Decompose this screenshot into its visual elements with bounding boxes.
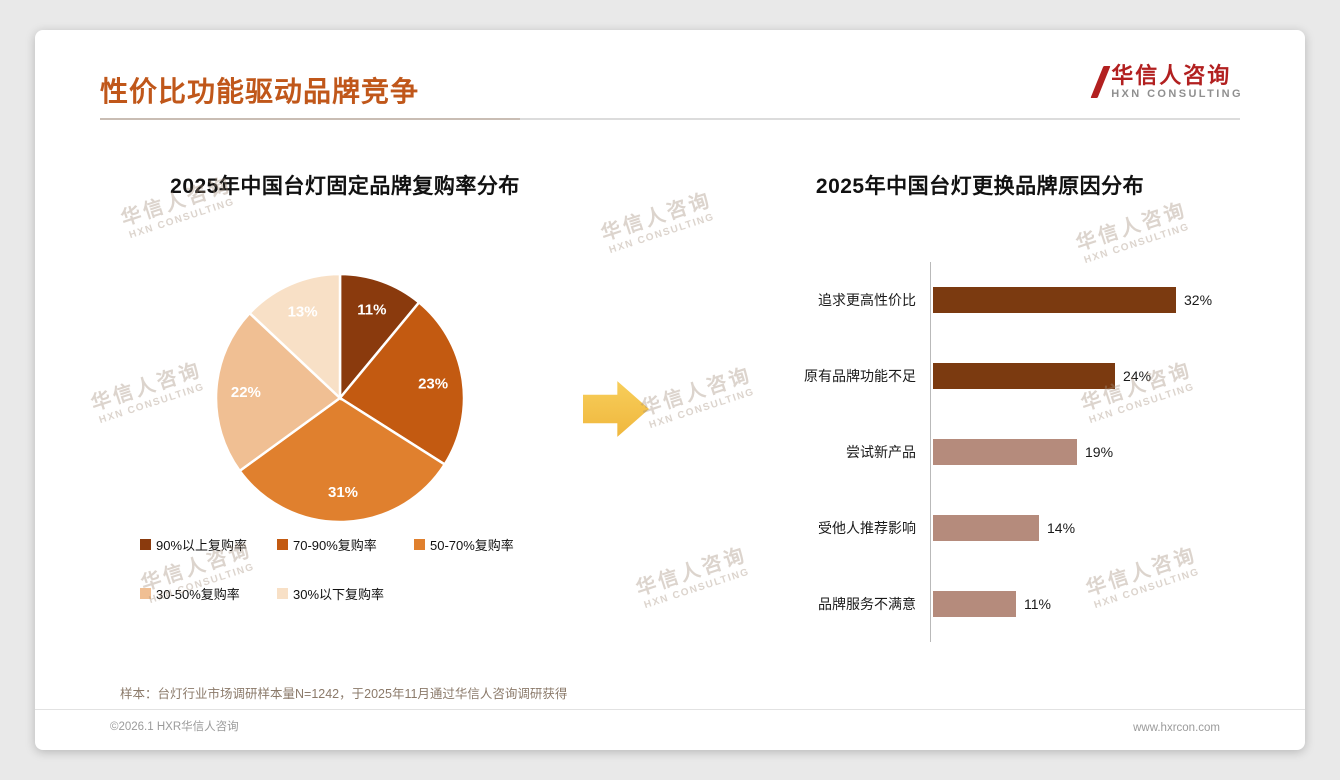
bar bbox=[933, 363, 1115, 389]
legend-item: 50-70%复购率 bbox=[414, 535, 551, 554]
watermark: 华信人咨询 HXN CONSULTING bbox=[598, 188, 717, 257]
legend-label: 50-70%复购率 bbox=[430, 538, 514, 553]
legend-label: 90%以上复购率 bbox=[156, 538, 248, 553]
sample-footnote: 样本：台灯行业市场调研样本量N=1242，于2025年11月通过华信人咨询调研获… bbox=[120, 687, 568, 701]
pie-slice-4 bbox=[247, 272, 342, 401]
bar-value-label: 24% bbox=[1123, 368, 1152, 384]
bar-category-label: 品牌服务不满意 bbox=[818, 596, 916, 612]
page-title: 性价比功能驱动品牌竞争 bbox=[100, 76, 420, 107]
legend-item: 30%以下复购率 bbox=[277, 584, 414, 603]
watermark: 华信人咨询 HXN CONSULTING bbox=[638, 363, 757, 432]
pie-slice-3 bbox=[214, 311, 342, 473]
bar bbox=[933, 591, 1016, 617]
bar-value-label: 32% bbox=[1184, 292, 1213, 308]
logo-text: 华信人咨询 HXN CONSULTING bbox=[1111, 63, 1243, 101]
footer-website: www.hxrcon.com bbox=[1133, 722, 1220, 734]
bar bbox=[933, 287, 1176, 313]
bar-track: 11% bbox=[930, 566, 1245, 642]
bar-track: 19% bbox=[930, 414, 1245, 490]
bar-row: 品牌服务不满意 11% bbox=[745, 566, 1245, 642]
header-divider bbox=[100, 118, 1240, 120]
logo-mark-icon bbox=[1090, 66, 1111, 99]
legend-swatch-icon bbox=[277, 588, 288, 599]
pie-slice-1 bbox=[338, 300, 466, 467]
pie-slice-2 bbox=[237, 396, 447, 524]
pie-slice-0 bbox=[338, 272, 421, 402]
bar-row: 受他人推荐影响 14% bbox=[745, 490, 1245, 566]
legend-label: 70-90%复购率 bbox=[293, 538, 377, 553]
bar-track: 24% bbox=[930, 338, 1245, 414]
watermark: 华信人咨询 HXN CONSULTING bbox=[88, 358, 207, 427]
logo-tagline: HXN CONSULTING bbox=[1111, 88, 1243, 101]
footer-divider bbox=[35, 709, 1305, 710]
watermark: 华信人咨询 HXN CONSULTING bbox=[1073, 198, 1192, 267]
pie-value-label: 23% bbox=[418, 375, 448, 392]
bar-category-label: 追求更高性价比 bbox=[818, 292, 916, 308]
bar-track: 14% bbox=[930, 490, 1245, 566]
pie-value-label: 11% bbox=[357, 301, 386, 318]
watermark: 华信人咨询 HXN CONSULTING bbox=[633, 543, 752, 612]
bar-category-label: 尝试新产品 bbox=[846, 444, 916, 460]
bar bbox=[933, 439, 1077, 465]
legend-swatch-icon bbox=[140, 588, 151, 599]
bar-category-label: 受他人推荐影响 bbox=[818, 520, 916, 536]
bar-chart: 追求更高性价比 32% 原有品牌功能不足 24% 尝试新产品 19% 受他人推荐影响 14% 品… bbox=[745, 262, 1245, 642]
slide-card: 性价比功能驱动品牌竞争 华信人咨询 HXN CONSULTING 2025年中国… bbox=[35, 30, 1305, 750]
legend-swatch-icon bbox=[414, 539, 425, 550]
bar-row: 原有品牌功能不足 24% bbox=[745, 338, 1245, 414]
pie-value-label: 31% bbox=[328, 484, 358, 501]
footer-copyright: ©2026.1 HXR华信人咨询 bbox=[110, 721, 239, 733]
bar-value-label: 11% bbox=[1024, 596, 1051, 612]
company-logo: 华信人咨询 HXN CONSULTING bbox=[1090, 63, 1243, 101]
legend-swatch-icon bbox=[277, 539, 288, 550]
pie-legend: 90%以上复购率 70-90%复购率 50-70%复购率 30-50%复购率 30%以下… bbox=[140, 535, 572, 633]
bar-row: 尝试新产品 19% bbox=[745, 414, 1245, 490]
legend-item: 30-50%复购率 bbox=[140, 584, 277, 603]
legend-swatch-icon bbox=[140, 539, 151, 550]
legend-item: 90%以上复购率 bbox=[140, 535, 277, 554]
bar-value-label: 14% bbox=[1047, 520, 1076, 536]
legend-item: 70-90%复购率 bbox=[277, 535, 414, 554]
bar-value-label: 19% bbox=[1085, 444, 1114, 460]
bar-row: 追求更高性价比 32% bbox=[745, 262, 1245, 338]
right-arrow-icon bbox=[583, 381, 649, 437]
pie-value-label: 22% bbox=[231, 384, 261, 401]
legend-label: 30%以下复购率 bbox=[293, 587, 385, 602]
bar bbox=[933, 515, 1039, 541]
pie-chart: 11% 23% 31% 22% 13% bbox=[214, 272, 466, 524]
logo-name: 华信人咨询 bbox=[1111, 63, 1232, 88]
bar-chart-title: 2025年中国台灯更换品牌原因分布 bbox=[815, 175, 1145, 198]
legend-label: 30-50%复购率 bbox=[156, 587, 240, 602]
pie-value-label: 13% bbox=[288, 304, 318, 321]
pie-chart-title: 2025年中国台灯固定品牌复购率分布 bbox=[170, 175, 520, 198]
bar-category-label: 原有品牌功能不足 bbox=[804, 368, 916, 384]
bar-track: 32% bbox=[930, 262, 1245, 338]
